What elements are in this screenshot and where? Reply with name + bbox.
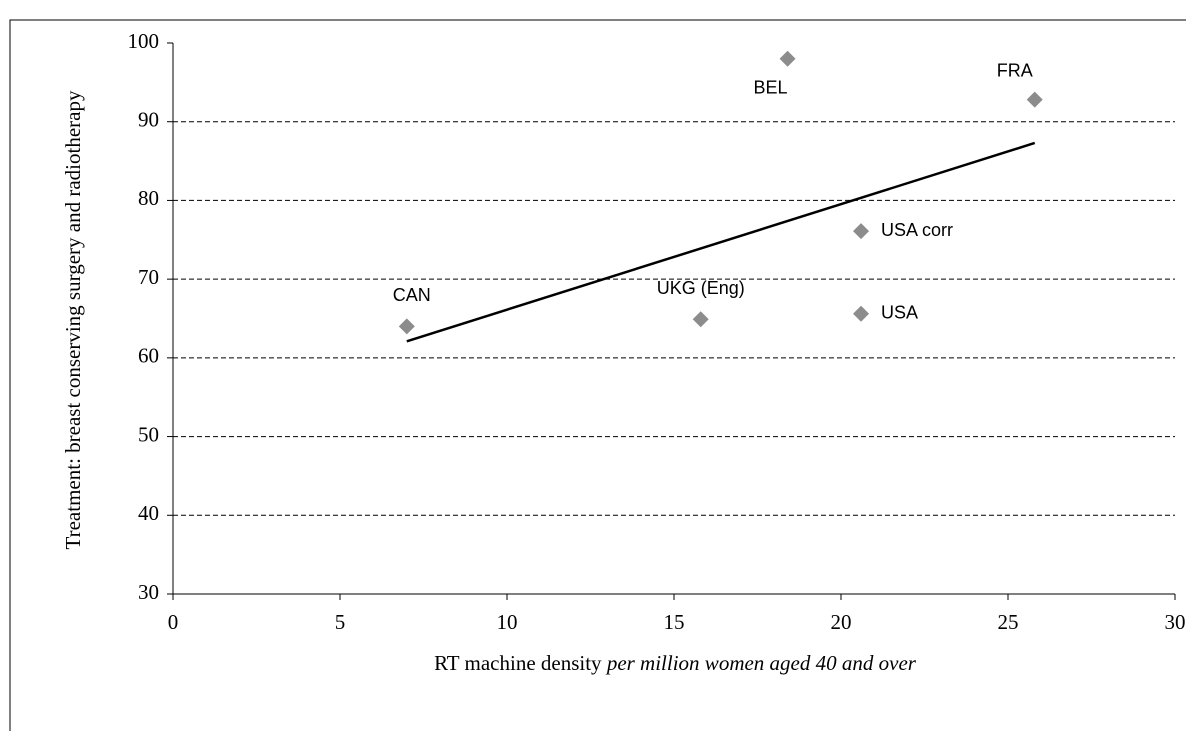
point-label: CAN bbox=[393, 285, 431, 305]
y-axis-title: Treatment: breast conserving surgery and… bbox=[61, 90, 85, 549]
point bbox=[1026, 91, 1043, 108]
point bbox=[692, 311, 709, 328]
point-label: UKG (Eng) bbox=[657, 278, 745, 298]
x-axis-title: RT machine density per million women age… bbox=[434, 651, 917, 675]
y-tick-label: 70 bbox=[138, 265, 159, 289]
y-tick-label: 80 bbox=[138, 186, 159, 210]
point bbox=[853, 305, 870, 322]
x-tick-label: 30 bbox=[1165, 610, 1186, 634]
x-tick-label: 10 bbox=[497, 610, 518, 634]
trendline bbox=[406, 141, 1036, 343]
point bbox=[853, 223, 870, 240]
x-axis-title-note: per million women aged 40 and over bbox=[605, 651, 917, 675]
y-tick-label: 30 bbox=[138, 580, 159, 604]
point-label: FRA bbox=[997, 60, 1033, 80]
point-label: USA corr bbox=[881, 220, 953, 240]
x-tick-label: 15 bbox=[664, 610, 685, 634]
x-axis-title-main: RT machine density bbox=[434, 651, 602, 675]
y-tick-label: 40 bbox=[138, 501, 159, 525]
frame bbox=[9, 19, 1186, 731]
x-tick-label: 5 bbox=[335, 610, 346, 634]
x-tick-label: 20 bbox=[831, 610, 852, 634]
x-tick-label: 0 bbox=[168, 610, 179, 634]
point bbox=[779, 50, 796, 67]
y-tick-label: 50 bbox=[138, 422, 159, 446]
y-tick-label: 90 bbox=[138, 108, 159, 132]
point-label: BEL bbox=[754, 77, 788, 97]
y-tick-label: 60 bbox=[138, 344, 159, 368]
point bbox=[398, 318, 415, 335]
y-tick-label: 100 bbox=[128, 29, 160, 53]
point-label: USA bbox=[881, 303, 918, 323]
x-tick-label: 25 bbox=[998, 610, 1019, 634]
